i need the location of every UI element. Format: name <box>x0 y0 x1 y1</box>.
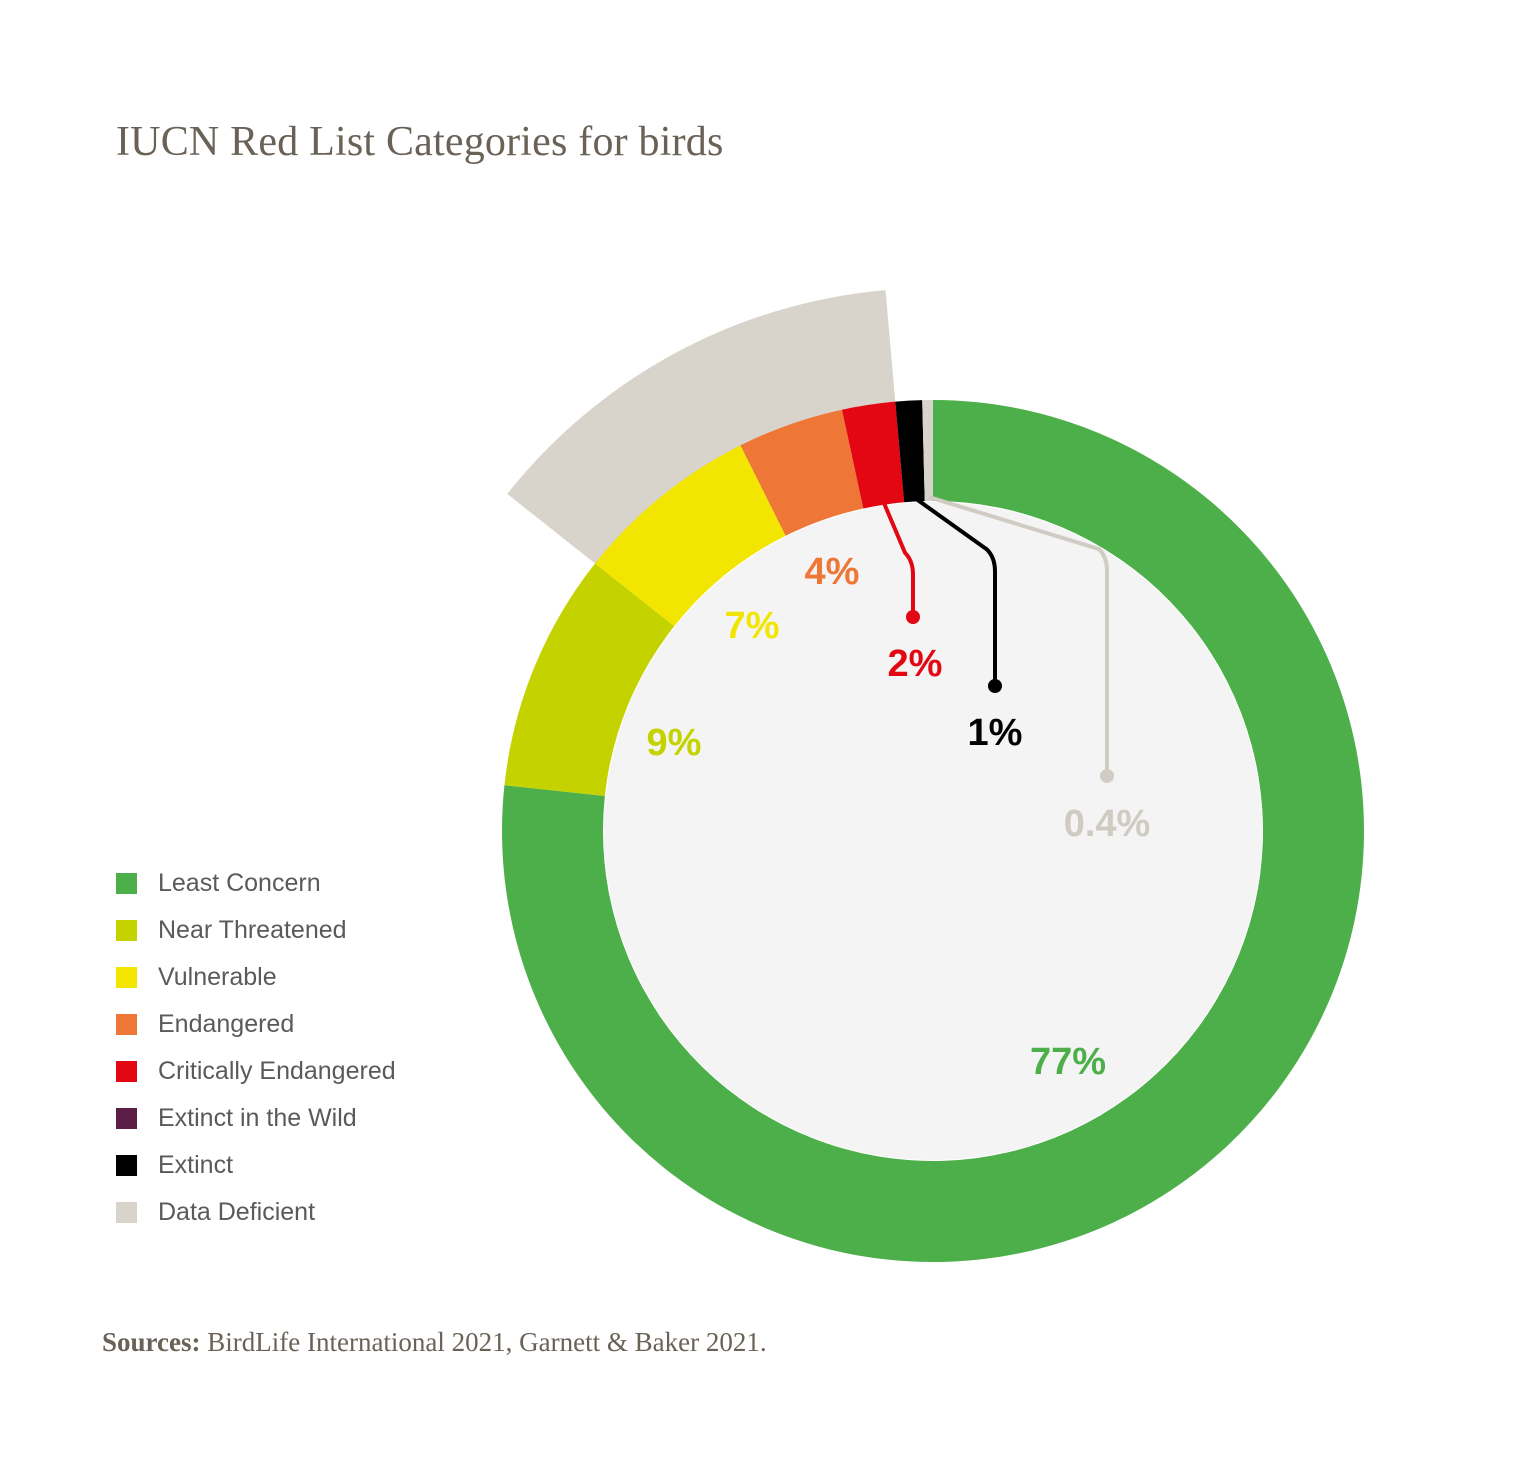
legend-label: Extinct in the Wild <box>158 1104 357 1132</box>
slice-endangered <box>740 409 864 536</box>
slice-near-threatened <box>504 563 675 796</box>
label-critically-endangered: 2% <box>888 643 943 685</box>
sources-note: Sources: BirdLife International 2021, Ga… <box>102 1327 767 1358</box>
label-extinct: 1% <box>968 712 1023 754</box>
legend-label: Critically Endangered <box>158 1057 396 1085</box>
chart-title: IUCN Red List Categories for birds <box>116 119 724 165</box>
legend-item-critically-endangered: Critically Endangered <box>116 1048 396 1095</box>
legend-swatch <box>116 873 137 894</box>
legend-item-vulnerable: Vulnerable <box>116 954 396 1001</box>
legend-swatch <box>116 1014 137 1035</box>
label-vulnerable: 7% <box>725 605 780 647</box>
slice-vulnerable <box>595 445 786 627</box>
legend-swatch <box>116 1061 137 1082</box>
label-endangered: 4% <box>805 551 860 593</box>
leader-line-critically-endangered <box>881 499 915 617</box>
legend: Least Concern Near Threatened Vulnerable En… <box>116 860 396 1236</box>
sources-text: BirdLife International 2021, Garnett & B… <box>200 1327 767 1357</box>
slice-extinct <box>895 400 925 503</box>
leader-dot-extinct <box>988 679 1002 693</box>
leader-dot-critically-endangered <box>906 610 920 624</box>
legend-label: Least Concern <box>158 869 321 897</box>
legend-swatch <box>116 920 137 941</box>
leader-line-data-deficient <box>928 495 1109 776</box>
label-least-concern: 77% <box>1030 1041 1106 1083</box>
label-data-deficient: 0.4% <box>1064 803 1151 845</box>
slice-critically-endangered <box>841 401 905 509</box>
legend-label: Extinct <box>158 1151 234 1179</box>
slice-data-deficient <box>922 400 933 502</box>
legend-item-endangered: Endangered <box>116 1001 396 1048</box>
leader-dot-data-deficient <box>1100 769 1114 783</box>
label-near-threatened: 9% <box>647 722 702 764</box>
legend-label: Near Threatened <box>158 916 347 944</box>
legend-item-least-concern: Least Concern <box>116 860 396 907</box>
legend-swatch <box>116 1108 137 1129</box>
legend-item-data-deficient: Data Deficient <box>116 1189 396 1236</box>
legend-item-extinct-in-the-wild: Extinct in the Wild <box>116 1095 396 1142</box>
legend-swatch <box>116 1202 137 1223</box>
legend-swatch <box>116 967 137 988</box>
legend-swatch <box>116 1155 137 1176</box>
legend-label: Vulnerable <box>158 963 277 991</box>
legend-label: Endangered <box>158 1010 295 1038</box>
legend-label: Data Deficient <box>158 1198 316 1226</box>
globally-threatened-band <box>507 290 898 576</box>
legend-item-near-threatened: Near Threatened <box>116 907 396 954</box>
donut-inner-disc <box>604 502 1262 1160</box>
sources-label: Sources: <box>102 1327 201 1357</box>
legend-item-extinct: Extinct <box>116 1142 396 1189</box>
leader-line-extinct <box>913 495 997 686</box>
